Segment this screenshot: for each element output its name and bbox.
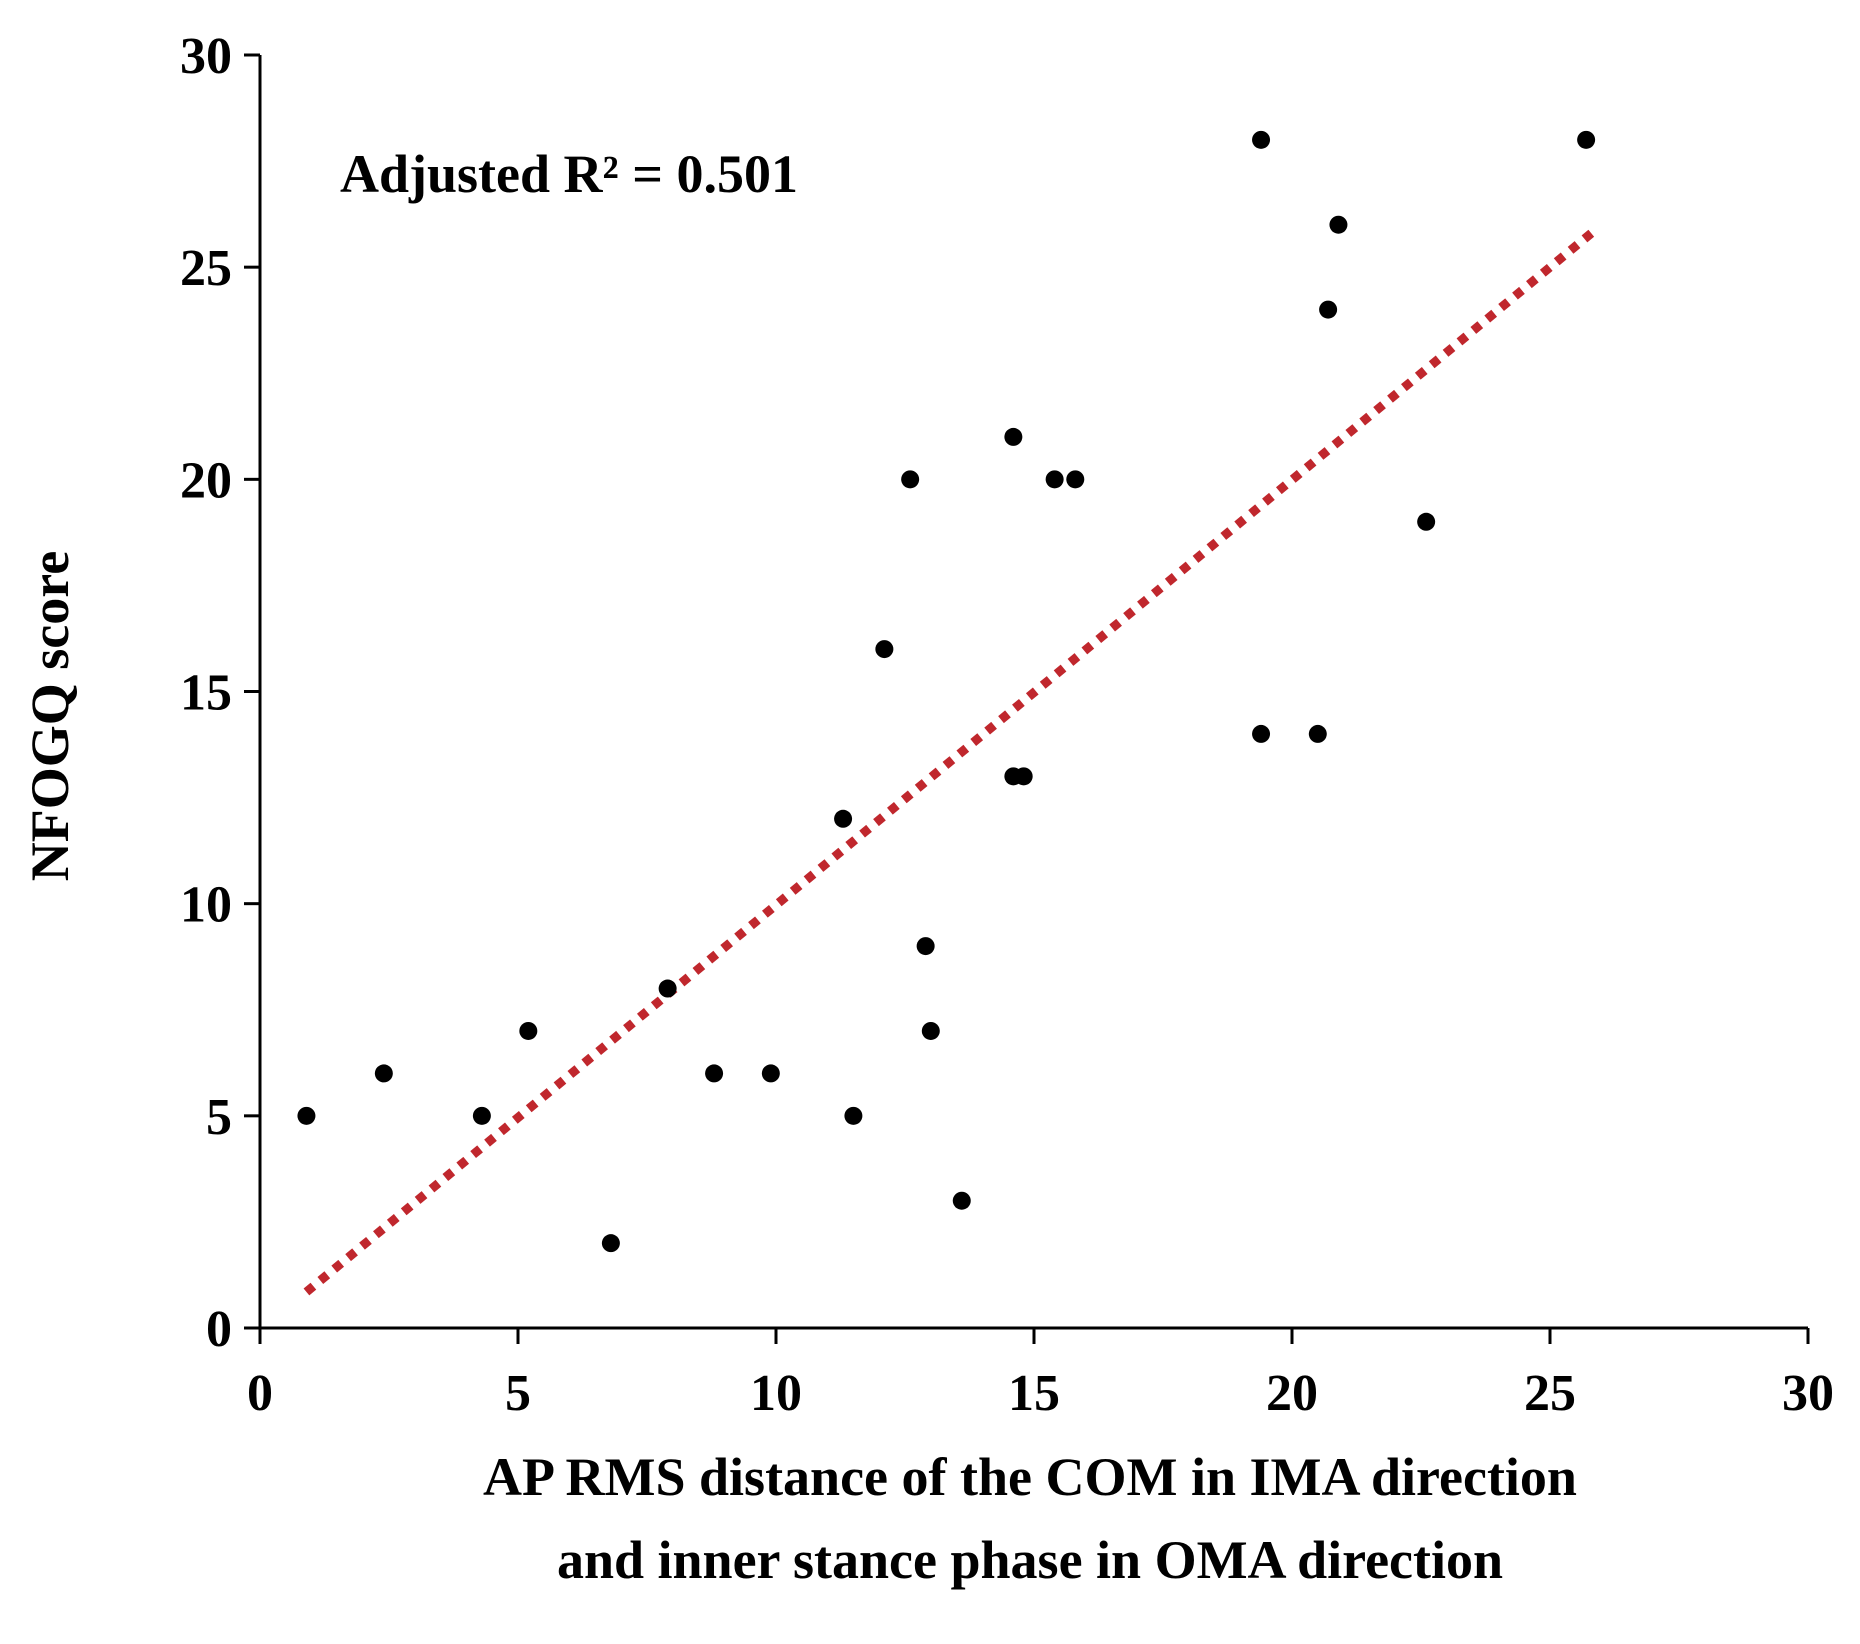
data-points [297, 130, 1596, 1253]
data-point [1045, 470, 1064, 489]
data-point [658, 979, 677, 998]
data-point [834, 809, 853, 828]
data-point [1329, 215, 1348, 234]
data-point [297, 1106, 316, 1125]
data-point [1252, 724, 1271, 743]
x-tick-label: 30 [1782, 1365, 1834, 1422]
data-point [1308, 724, 1327, 743]
x-tick-label: 25 [1524, 1365, 1576, 1422]
axes: 0 5 10 15 20 25 30 0 5 10 15 20 25 30 [180, 28, 1834, 1422]
x-tick-label: 10 [750, 1365, 802, 1422]
data-point [921, 1021, 940, 1040]
y-tick-label: 30 [180, 28, 232, 85]
data-point [761, 1064, 780, 1083]
r-squared-annotation: Adjusted R² = 0.501 [340, 144, 798, 204]
data-point [1014, 767, 1033, 786]
data-point [901, 470, 920, 489]
data-point [952, 1191, 971, 1210]
data-point [875, 640, 894, 659]
data-point [705, 1064, 724, 1083]
data-point [1577, 130, 1596, 149]
y-tick-label: 10 [180, 877, 232, 934]
x-tick-label: 0 [247, 1365, 273, 1422]
x-tick-label: 15 [1008, 1365, 1060, 1422]
x-tick-label: 5 [505, 1365, 531, 1422]
data-point [519, 1021, 538, 1040]
data-point [1066, 470, 1085, 489]
x-axis-title-line-1: AP RMS distance of the COM in IMA direct… [483, 1447, 1577, 1507]
data-point [472, 1106, 491, 1125]
y-axis-ticks: 0 5 10 15 20 25 30 [180, 28, 260, 1358]
x-axis-title-line-2: and inner stance phase in OMA direction [557, 1530, 1503, 1590]
data-point [916, 937, 935, 956]
data-point [1252, 130, 1271, 149]
y-tick-label: 5 [206, 1089, 232, 1146]
y-axis-title: NFOGQ score [20, 551, 80, 881]
x-tick-label: 20 [1266, 1365, 1318, 1422]
data-point [601, 1234, 620, 1253]
data-point [1004, 427, 1023, 446]
y-tick-label: 20 [180, 452, 232, 509]
y-tick-label: 25 [180, 240, 232, 297]
trendline [303, 229, 1595, 1296]
y-tick-label: 0 [206, 1301, 232, 1358]
x-axis-ticks: 0 5 10 15 20 25 30 [247, 1328, 1834, 1422]
data-point [1319, 300, 1338, 319]
y-tick-label: 15 [180, 665, 232, 722]
data-point [374, 1064, 393, 1083]
data-point [844, 1106, 863, 1125]
data-point [1417, 512, 1436, 531]
